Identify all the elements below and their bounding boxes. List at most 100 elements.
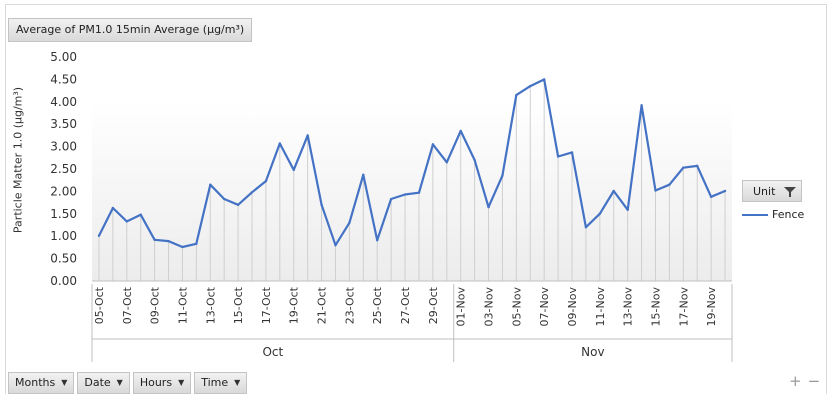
y-tick-label: 2.50 [50,162,77,176]
x-tick-label: 17-Nov [677,287,690,327]
dropdown-arrow-icon: ▼ [234,378,241,387]
time-label: Time [201,376,229,389]
data-point [417,191,421,194]
data-point [320,203,323,207]
x-tick-label: 19-Oct [288,286,301,324]
x-tick-label: 15-Nov [649,287,662,327]
data-point [236,203,240,207]
x-tick-label: 19-Nov [705,287,718,327]
legend-swatch [742,213,768,216]
data-point [668,183,671,186]
data-point [431,143,435,146]
data-point [292,168,295,172]
data-point [723,189,727,193]
data-point [696,164,699,168]
data-point [250,191,254,194]
x-tick-label: 15-Oct [232,286,245,324]
data-point [445,161,448,164]
time-field-button[interactable]: Time ▼ [194,372,248,394]
x-tick-label: 11-Oct [176,286,189,324]
group-label: Oct [262,345,283,359]
data-point [306,134,309,137]
x-tick-label: 27-Oct [399,286,412,324]
data-point [570,151,574,154]
y-tick-label: 0.50 [50,252,77,266]
data-point [709,195,713,198]
date-label: Date [84,376,111,389]
data-point [376,239,379,242]
x-tick-label: 21-Oct [316,286,329,324]
legend-label: Fence [772,208,805,221]
data-point [348,221,351,224]
data-point [542,78,546,81]
data-point [640,104,643,107]
filter-icon[interactable] [784,186,796,198]
legend: Unit Fence [742,180,822,221]
x-tick-label: 07-Oct [121,286,134,324]
y-tick-label: 2.00 [50,184,77,198]
x-tick-label: 09-Nov [566,287,579,327]
y-tick-label: 4.50 [50,72,77,86]
x-tick-label: 03-Nov [483,287,496,327]
x-tick-label: 11-Nov [594,287,607,327]
data-point [139,213,142,216]
date-field-button[interactable]: Date ▼ [77,372,130,394]
data-point [556,155,560,158]
data-point [222,197,226,201]
y-tick-label: 4.00 [50,95,77,109]
x-tick-label: 13-Nov [622,287,635,327]
data-point [598,212,602,215]
axis-field-buttons: Months ▼ Date ▼ Hours ▼ Time ▼ [8,372,248,394]
data-point [487,205,490,209]
data-point [97,234,101,237]
data-point [195,242,198,246]
data-point [111,206,115,210]
data-point [125,220,128,223]
data-point [389,197,393,201]
y-tick-label: 1.50 [50,207,77,221]
hours-label: Hours [139,376,173,389]
group-label: Nov [581,345,604,359]
x-tick-label: 01-Nov [455,287,468,327]
x-tick-label: 25-Oct [371,286,384,324]
legend-item-fence: Fence [742,208,822,221]
x-tick-label: 07-Nov [538,287,551,327]
data-point [278,142,282,145]
hours-field-button[interactable]: Hours ▼ [132,372,192,394]
months-field-button[interactable]: Months ▼ [8,372,75,394]
data-point [153,238,156,241]
data-point [264,179,268,183]
data-point [181,245,184,249]
zoom-in-button[interactable]: + [789,372,802,390]
legend-field-label: Unit [753,185,776,198]
data-point [473,158,476,162]
data-point [501,174,504,177]
y-tick-label: 0.00 [50,274,77,288]
data-point [459,129,462,133]
data-point [167,239,170,243]
y-tick-label: 1.00 [50,229,77,243]
data-point [626,208,629,211]
x-tick-label: 05-Nov [510,287,523,327]
x-tick-label: 13-Oct [204,286,217,324]
plot-area-background [92,101,732,281]
zoom-out-button[interactable]: − [807,372,821,390]
dropdown-arrow-icon: ▼ [61,378,68,387]
x-tick-label: 23-Oct [343,286,356,324]
y-tick-label: 3.00 [50,140,77,154]
y-tick-label: 3.50 [50,117,77,131]
data-point [654,189,657,192]
dropdown-arrow-icon: ▼ [116,378,123,387]
data-point [403,193,407,196]
legend-field-button[interactable]: Unit [742,180,802,202]
value-field-button[interactable]: Average of PM1.0 15min Average (µg/m³) [8,18,253,42]
data-point [515,93,518,97]
x-tick-label: 17-Oct [260,286,273,324]
x-tick-label: 05-Oct [93,286,106,324]
months-label: Months [15,376,56,389]
data-point [209,183,212,186]
chart-frame [5,4,827,394]
data-point [334,243,337,247]
data-point [612,189,615,193]
data-point [362,173,365,177]
